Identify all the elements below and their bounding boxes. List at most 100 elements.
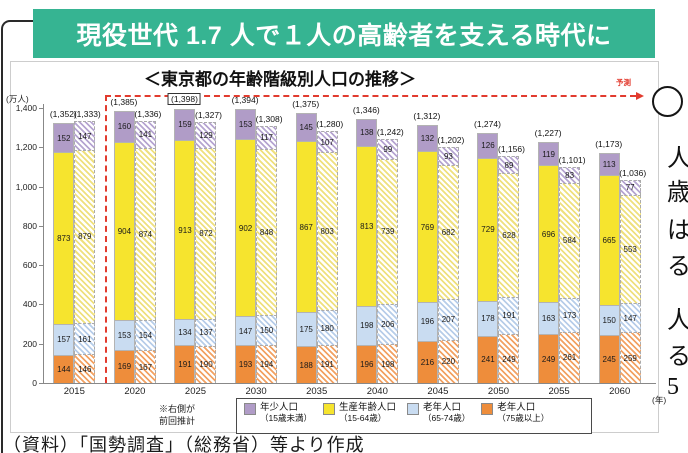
bar-pair-2020: 169 153 904 160 (1,385) 167 154 874 141 (1,336) <box>110 97 161 383</box>
total-label-current-2035: (1,375) <box>292 98 320 109</box>
y-tick-label: 1,200 <box>15 142 37 153</box>
x-axis-unit-label: (年) <box>652 395 667 405</box>
circle-bullet <box>652 86 683 117</box>
y-tick-mark <box>39 108 43 109</box>
segment-working-current-2040: 813 <box>356 145 378 306</box>
segment-working-previous-2055: 584 <box>559 183 581 298</box>
segment-old65-previous-2015: 161 <box>74 322 96 355</box>
clipped-side-text-char: は <box>667 218 688 244</box>
segment-old75-previous-2055: 261 <box>559 331 581 383</box>
segment-young-current-2030: 153 <box>235 109 257 140</box>
bar-current-2060: 245 150 665 113 <box>598 152 620 383</box>
total-label-current-2040: (1,346) <box>352 104 380 115</box>
legend-swatch-old65 <box>406 403 419 415</box>
y-tick-mark <box>39 304 43 306</box>
bar-group-2050: 241 178 729 126 (1,274) 249 191 628 89 (1,156) <box>468 108 529 383</box>
segment-young-previous-2015: 147 <box>74 121 96 151</box>
legend-note: ※右側が 前回推計 <box>122 403 232 427</box>
clipped-side-text-char: 人 <box>667 146 688 172</box>
total-label-previous-2040: (1,242) <box>376 127 404 138</box>
segment-old65-current-2015: 157 <box>53 323 75 355</box>
x-tick-2040: 2040 <box>366 386 388 397</box>
bar-group-2045: 216 196 769 132 (1,312) 220 207 682 93 (1,202) <box>408 108 469 383</box>
forecast-dashed-line-vertical <box>104 95 107 383</box>
segment-old65-current-2020: 153 <box>113 319 135 350</box>
page-title-banner: 現役世代 1.7 人で１人の高齢者を支える時代に <box>33 9 655 58</box>
legend-item-young: 年少人口 （15歳未満） <box>244 402 312 424</box>
y-tick-label: 200 <box>22 338 37 349</box>
segment-old65-previous-2020: 154 <box>134 319 156 351</box>
bar-pair-2060: 245 150 665 113 (1,173) 259 147 553 77 (1,036) <box>595 108 646 383</box>
segment-young-previous-2060: 77 <box>619 179 641 195</box>
y-tick-label: 400 <box>22 299 37 310</box>
forecast-dashed-line-horizontal <box>104 95 636 97</box>
x-axis-line <box>42 383 656 384</box>
segment-old65-previous-2055: 173 <box>559 297 581 332</box>
bar-group-2030: 193 147 902 153 (1,394) 194 150 848 117 (1,308) <box>226 95 287 383</box>
y-tick-mark <box>39 383 43 384</box>
segment-old65-previous-2025: 137 <box>195 318 217 346</box>
legend-item-working: 生産年齢人口 （15-64歳） <box>322 402 396 424</box>
page-title: 現役世代 1.7 人で１人の高齢者を支える時代に <box>76 21 612 50</box>
bar-pair-2030: 193 147 902 153 (1,394) 194 150 848 117 (1,308) <box>232 95 283 383</box>
segment-old75-current-2015: 144 <box>53 354 75 383</box>
segment-old65-current-2025: 134 <box>174 319 196 346</box>
forecast-arrowhead-icon <box>636 92 644 100</box>
segment-working-previous-2015: 879 <box>74 150 96 323</box>
total-label-previous-2025: (1,327) <box>195 110 222 121</box>
segment-old65-previous-2040: 206 <box>377 303 399 345</box>
segment-working-previous-2020: 874 <box>134 148 156 320</box>
segment-old65-previous-2035: 180 <box>316 310 338 346</box>
bar-pair-2055: 249 163 696 119 (1,227) 261 173 584 83 (1,101) <box>535 108 586 383</box>
x-tick-2030: 2030 <box>245 386 267 397</box>
total-label-previous-2020: (1,336) <box>134 108 162 119</box>
clipped-side-text-char: る <box>667 254 688 280</box>
total-label-current-2020: (1,385) <box>110 96 138 107</box>
legend-swatch-working <box>322 403 335 415</box>
bar-group-2035: 188 175 867 145 (1,375) 191 180 803 107 (1,280) <box>286 99 347 383</box>
segment-working-current-2060: 665 <box>598 174 620 306</box>
segment-old75-previous-2020: 167 <box>134 350 156 383</box>
bar-group-2025: 191 134 913 159 (1,398) 190 137 872 129 (1,327) <box>165 92 226 383</box>
bar-current-2045: 216 196 769 132 <box>416 125 438 383</box>
segment-young-current-2050: 126 <box>477 132 499 158</box>
segment-young-previous-2020: 141 <box>134 120 156 149</box>
y-axis-unit-label: (万人) <box>6 94 29 104</box>
slide-frame-line <box>1 20 35 453</box>
bar-current-2040: 196 198 813 138 <box>356 118 378 383</box>
segment-young-current-2015: 152 <box>53 122 75 153</box>
segment-working-previous-2050: 628 <box>498 173 520 297</box>
segment-old65-previous-2030: 150 <box>256 315 278 345</box>
bar-previous-2040: 198 206 739 99 <box>377 139 399 383</box>
bar-current-2055: 249 163 696 119 <box>538 142 560 383</box>
segment-old75-current-2035: 188 <box>295 346 317 383</box>
x-tick-2015: 2015 <box>63 386 85 397</box>
clipped-side-text-char: 人 <box>667 308 688 334</box>
segment-young-previous-2055: 83 <box>559 166 581 184</box>
segment-old75-previous-2035: 191 <box>316 345 338 383</box>
segment-working-current-2050: 729 <box>477 157 499 301</box>
x-tick-2025: 2025 <box>184 386 207 397</box>
y-tick-label: 0 <box>32 378 37 388</box>
segment-old65-previous-2045: 207 <box>437 299 459 340</box>
source-note: （資料）「国勢調査」（総務省）等より作成 <box>3 435 365 453</box>
segment-old65-previous-2060: 147 <box>619 303 641 333</box>
total-label-current-2060: (1,173) <box>595 138 623 149</box>
y-tick-mark <box>39 186 43 188</box>
segment-old75-current-2030: 193 <box>235 345 257 383</box>
bar-previous-2030: 194 150 848 117 <box>256 125 278 383</box>
legend-item-old65: 老年人口 （65-74歳） <box>406 402 470 424</box>
segment-old75-previous-2050: 249 <box>498 334 520 383</box>
bar-previous-2045: 220 207 682 93 <box>437 146 459 383</box>
segment-old65-previous-2050: 191 <box>498 296 520 335</box>
segment-old65-current-2045: 196 <box>416 302 438 341</box>
bar-group-2055: 249 163 696 119 (1,227) 261 173 584 83 (1,101) <box>529 108 590 383</box>
y-tick-mark <box>39 343 43 345</box>
bar-current-2025: 191 134 913 159 <box>174 108 196 383</box>
x-tick-2045: 2045 <box>427 386 449 397</box>
bar-group-2015: 144 157 873 152 (1,352) 146 161 879 147 (1,333) <box>44 108 105 383</box>
clipped-side-text-char: 歳 <box>667 180 688 206</box>
segment-young-current-2025: 159 <box>174 108 196 140</box>
segment-old75-previous-2030: 194 <box>256 344 278 383</box>
